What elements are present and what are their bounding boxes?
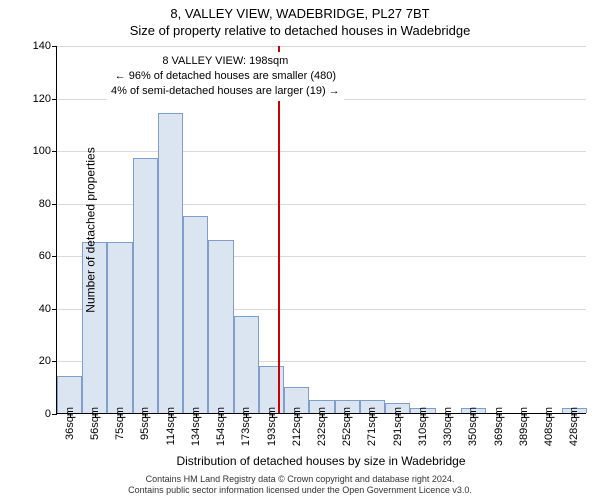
y-tick-label: 80 — [17, 198, 51, 210]
y-tick — [52, 151, 57, 152]
footer-line-2: Contains public sector information licen… — [0, 485, 600, 496]
y-tick-label: 100 — [17, 145, 51, 157]
y-tick-label: 120 — [17, 93, 51, 105]
annotation-line: 4% of semi-detached houses are larger (1… — [111, 84, 340, 99]
x-tick-label: 330sqm — [442, 407, 454, 446]
x-tick-label: 232sqm — [316, 407, 328, 446]
footer-attribution: Contains HM Land Registry data © Crown c… — [0, 474, 600, 497]
y-tick — [52, 414, 57, 415]
y-tick-label: 60 — [17, 250, 51, 262]
histogram-bar — [107, 242, 132, 413]
x-tick-label: 428sqm — [568, 407, 580, 446]
x-tick-label: 389sqm — [518, 407, 530, 446]
x-tick-label: 252sqm — [341, 407, 353, 446]
chart-area: 02040608010012014036sqm56sqm75sqm95sqm11… — [56, 46, 586, 414]
x-tick-label: 369sqm — [493, 407, 505, 446]
x-axis-label: Distribution of detached houses by size … — [56, 454, 586, 468]
reference-vline — [278, 46, 280, 413]
x-tick-label: 408sqm — [543, 407, 555, 446]
y-tick-label: 0 — [17, 408, 51, 420]
gridline — [57, 151, 586, 152]
y-tick — [52, 361, 57, 362]
y-tick — [52, 256, 57, 257]
x-tick-label: 310sqm — [417, 407, 429, 446]
histogram-bar — [158, 113, 183, 413]
x-tick-label: 271sqm — [366, 407, 378, 446]
x-tick-label: 173sqm — [240, 407, 252, 446]
gridline — [57, 46, 586, 47]
annotation-line: 8 VALLEY VIEW: 198sqm — [111, 54, 340, 69]
histogram-bar — [234, 316, 259, 413]
y-tick — [52, 46, 57, 47]
y-tick — [52, 204, 57, 205]
x-tick-label: 154sqm — [215, 407, 227, 446]
x-tick-label: 134sqm — [190, 407, 202, 446]
histogram-bar — [183, 216, 208, 413]
x-tick-label: 95sqm — [139, 407, 151, 440]
plot-box: 02040608010012014036sqm56sqm75sqm95sqm11… — [56, 46, 586, 414]
y-tick-label: 140 — [17, 40, 51, 52]
y-axis-label: Number of detached properties — [84, 147, 98, 312]
y-tick — [52, 309, 57, 310]
x-tick-label: 56sqm — [89, 407, 101, 440]
y-tick-label: 20 — [17, 355, 51, 367]
y-tick-label: 40 — [17, 303, 51, 315]
x-tick-label: 212sqm — [291, 407, 303, 446]
annotation-box: 8 VALLEY VIEW: 198sqm← 96% of detached h… — [107, 52, 344, 101]
chart-title-block: 8, VALLEY VIEW, WADEBRIDGE, PL27 7BT Siz… — [0, 0, 600, 38]
chart-main-title: 8, VALLEY VIEW, WADEBRIDGE, PL27 7BT — [0, 6, 600, 21]
histogram-bar — [259, 366, 284, 413]
x-tick-label: 36sqm — [64, 407, 76, 440]
histogram-bar — [208, 240, 233, 413]
footer-line-1: Contains HM Land Registry data © Crown c… — [0, 474, 600, 485]
y-tick — [52, 99, 57, 100]
x-tick-label: 193sqm — [266, 407, 278, 446]
x-tick-label: 114sqm — [165, 407, 177, 445]
x-tick-label: 291sqm — [392, 407, 404, 446]
x-tick-label: 350sqm — [467, 407, 479, 446]
histogram-bar — [133, 158, 158, 413]
chart-sub-title: Size of property relative to detached ho… — [0, 23, 600, 38]
x-tick-label: 75sqm — [114, 407, 126, 440]
annotation-line: ← 96% of detached houses are smaller (48… — [111, 69, 340, 84]
